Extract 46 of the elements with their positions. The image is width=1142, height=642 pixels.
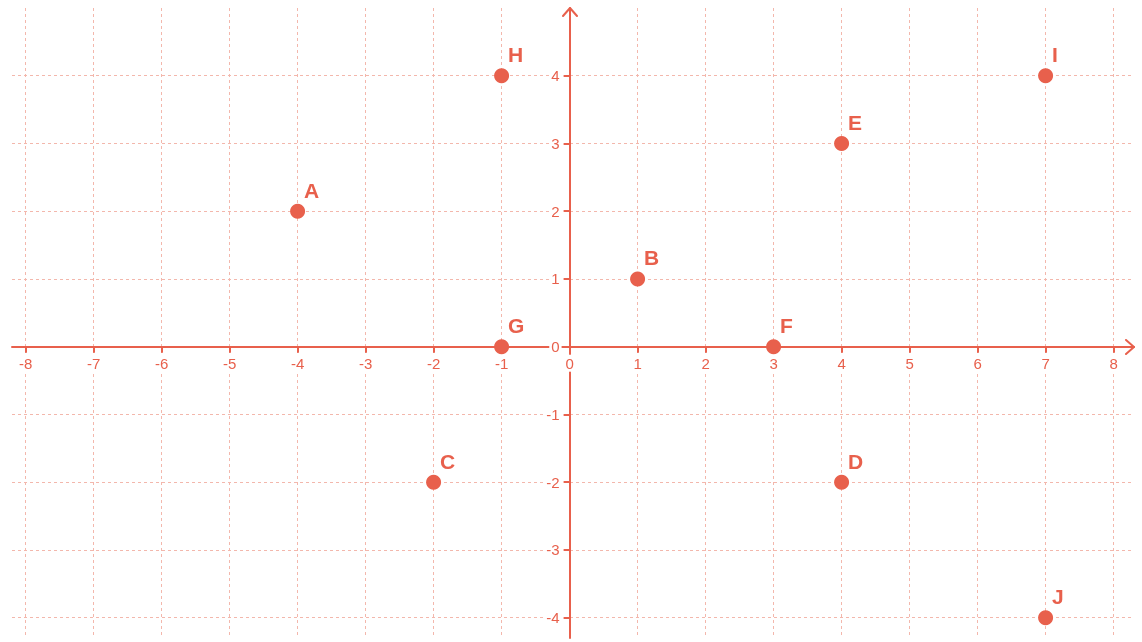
x-tick-label: -8 xyxy=(18,354,33,372)
point xyxy=(1038,68,1054,84)
point xyxy=(290,203,306,219)
point xyxy=(494,68,510,84)
x-tick-label: -6 xyxy=(154,354,169,372)
data-label: B xyxy=(644,246,660,270)
data-label: E xyxy=(848,110,863,134)
y-tick-label: -1 xyxy=(546,405,560,423)
data-label: C xyxy=(440,449,456,473)
x-tick-label: -4 xyxy=(290,354,305,372)
point xyxy=(766,339,782,355)
x-tick-label: 6 xyxy=(973,354,982,372)
point xyxy=(630,271,646,287)
y-tick-label: 4 xyxy=(551,67,560,85)
data-label: F xyxy=(780,314,794,338)
x-tick-label: 1 xyxy=(633,354,642,372)
x-tick-label: 2 xyxy=(701,354,710,372)
x-tick-label: 8 xyxy=(1109,354,1118,372)
y-tick-label: 0 xyxy=(551,338,560,356)
data-label: I xyxy=(1052,43,1058,67)
point xyxy=(834,474,850,490)
point xyxy=(834,135,850,151)
x-tick-label: -1 xyxy=(494,354,509,372)
point xyxy=(1038,610,1054,626)
y-tick-label: -3 xyxy=(546,541,560,559)
x-tick-label: -3 xyxy=(358,354,373,372)
y-tick-label: -2 xyxy=(546,473,560,491)
data-label: A xyxy=(304,178,320,202)
point xyxy=(494,339,510,355)
y-tick-label: 3 xyxy=(551,134,560,152)
point xyxy=(426,474,442,490)
x-tick-label: -2 xyxy=(426,354,441,372)
x-tick-label: 0 xyxy=(565,354,574,372)
y-tick-label: 2 xyxy=(551,202,560,220)
data-label: J xyxy=(1052,585,1064,609)
data-label: G xyxy=(508,314,525,338)
x-tick-label: 3 xyxy=(769,354,778,372)
x-tick-label: -5 xyxy=(222,354,237,372)
x-tick-label: 4 xyxy=(837,354,846,372)
y-tick-label: 1 xyxy=(551,270,560,288)
y-tick-label: -4 xyxy=(546,609,560,627)
data-label: D xyxy=(848,449,864,473)
data-label: H xyxy=(508,43,524,67)
x-tick-label: -7 xyxy=(86,354,101,372)
x-tick-label: 7 xyxy=(1041,354,1050,372)
x-tick-label: 5 xyxy=(905,354,914,372)
